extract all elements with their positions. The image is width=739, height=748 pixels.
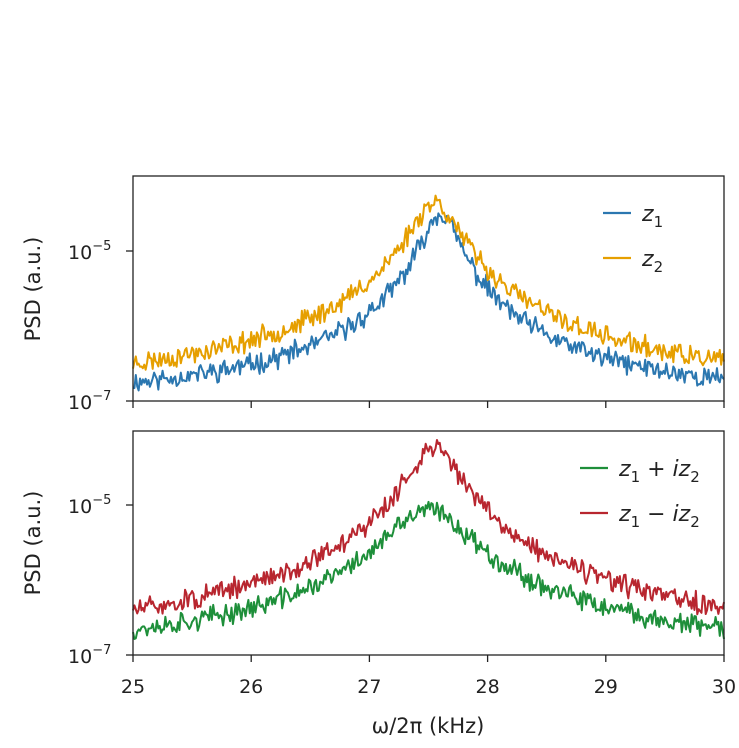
top-ylabel: PSD (a.u.) [21,237,45,342]
legend-label-z1-plus-iz2: z1 + iz2 [618,457,700,486]
legend-label-z1-minus-iz2: z1 − iz2 [618,502,700,531]
series-line-top-2 [132,194,725,371]
xtick-label-30: 30 [712,676,736,698]
bottom-panel: 10−5 10−7 25 26 27 28 29 30 PSD (a.u.) ω/2π (… [21,430,736,738]
bottom-plot-frame [132,430,725,656]
bottom-ytick-label-1e-7: 10−7 [68,643,111,668]
top-xtick-group [132,401,725,408]
xtick-label-27: 27 [357,676,381,698]
series-line-bottom-2 [132,439,725,616]
xtick-label-26: 26 [239,676,263,698]
bottom-series-group [132,439,725,640]
bottom-ytick-label-1e-5: 10−5 [68,493,111,518]
top-ytick-label-1e-5: 10−5 [68,239,111,264]
bottom-xtick-group: 25 26 27 28 29 30 [121,655,736,698]
top-panel: 10−5 10−7 PSD (a.u.) z1 z2 [21,175,725,414]
xtick-label-25: 25 [121,676,145,698]
series-line-bottom-1 [132,500,725,640]
legend-label-z2: z2 [641,247,663,276]
top-series-group [132,194,725,392]
bottom-xlabel: ω/2π (kHz) [372,714,485,738]
xtick-label-29: 29 [594,676,618,698]
xtick-label-28: 28 [476,676,500,698]
top-ytick-label-1e-7: 10−7 [68,389,111,414]
top-legend: z1 z2 [603,202,663,276]
legend-label-z1: z1 [641,202,663,231]
series-line-top-1 [132,212,725,392]
bottom-legend: z1 + iz2 z1 − iz2 [580,457,700,531]
bottom-ylabel: PSD (a.u.) [21,491,45,596]
top-plot-frame [132,175,725,402]
